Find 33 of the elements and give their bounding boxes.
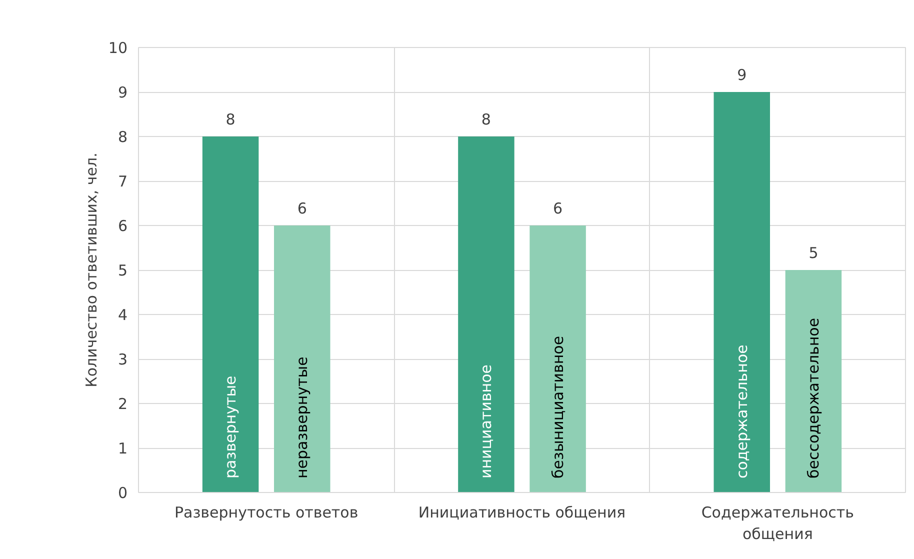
data-label: 6 xyxy=(297,200,307,218)
y-tick-label: 4 xyxy=(118,306,128,324)
x-tick-label: Инициативность общения xyxy=(418,504,626,522)
bar xyxy=(785,270,842,492)
y-tick-label: 7 xyxy=(118,172,128,190)
y-tick-label: 10 xyxy=(108,39,128,57)
bar xyxy=(530,226,586,492)
y-tick-label: 5 xyxy=(118,262,128,280)
data-label: 9 xyxy=(737,66,747,84)
x-tick-label: Развернутость ответов xyxy=(174,504,358,522)
annotation: бессодержательное xyxy=(804,318,822,478)
annotation: развернутые xyxy=(222,376,240,478)
annotation: безынициативное xyxy=(548,336,567,478)
data-label: 5 xyxy=(808,244,818,262)
y-tick-label: 3 xyxy=(118,350,128,368)
data-label: 8 xyxy=(481,110,491,128)
y-tick-label: 9 xyxy=(118,84,128,102)
annotation: инициативное xyxy=(477,364,496,478)
y-tick-label: 0 xyxy=(118,484,128,502)
data-label: 8 xyxy=(226,110,236,128)
y-tick-label: 8 xyxy=(118,128,128,146)
y-tick-label: 2 xyxy=(118,395,128,413)
annotation: содержательное xyxy=(732,344,751,478)
annotation: неразвернутые xyxy=(293,356,312,478)
bar xyxy=(458,136,514,492)
bar xyxy=(714,92,770,492)
y-tick-label: 6 xyxy=(118,217,128,235)
y-tick-label: 1 xyxy=(118,440,128,458)
data-label: 6 xyxy=(553,200,563,218)
bar xyxy=(202,136,259,492)
y-axis-title: Количество ответивших, чел. xyxy=(82,152,100,388)
bar xyxy=(274,226,330,492)
x-tick-label: Содержательность общения xyxy=(701,504,854,544)
